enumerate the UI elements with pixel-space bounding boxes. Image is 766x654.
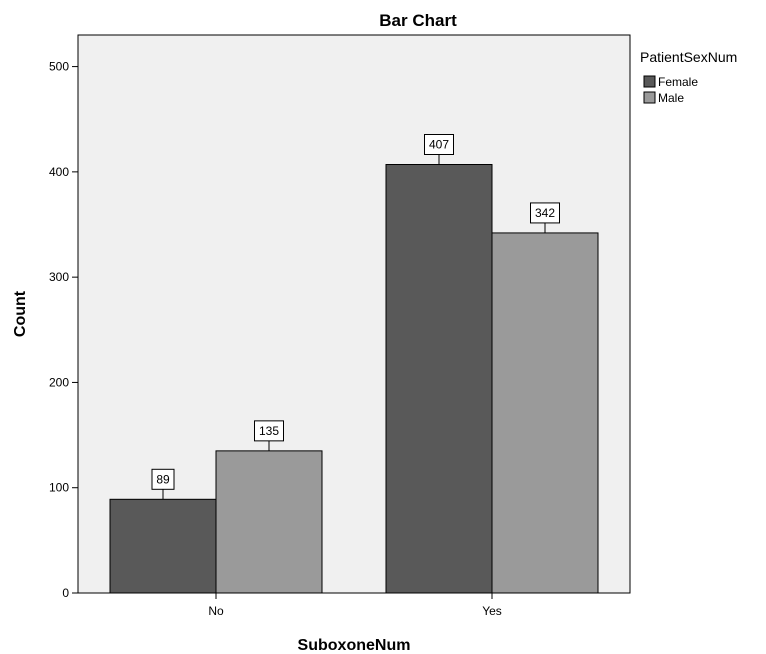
legend-title: PatientSexNum [640,49,737,65]
chart-title: Bar Chart [379,11,457,30]
x-tick-label: Yes [482,604,502,618]
legend-label-female: Female [658,75,698,89]
data-label: 135 [259,424,279,438]
bar-female-yes [385,163,493,594]
y-axis-title: Count [12,290,29,337]
y-tick-label: 400 [49,165,69,179]
y-tick-label: 200 [49,375,69,389]
x-axis: No Yes [208,593,502,618]
y-axis: 0 100 200 300 400 500 [49,60,78,600]
legend-swatch-male [643,91,656,104]
data-label-box [424,133,454,155]
data-labels: 89 135 407 342 [151,133,560,500]
y-tick-label: 500 [49,60,69,74]
x-axis-title: SuboxoneNum [298,637,411,654]
data-label-box [151,468,175,490]
bar-male-yes [491,232,599,594]
bars [109,163,599,594]
x-tick-label: No [208,604,224,618]
y-tick-label: 300 [49,270,69,284]
data-label: 407 [429,137,449,151]
data-label: 89 [156,472,170,486]
bar-male-no [215,450,323,594]
y-tick-label: 0 [62,586,69,600]
legend-swatch-female [643,75,656,88]
y-tick-label: 100 [49,481,69,495]
legend-label-male: Male [658,91,684,105]
legend: PatientSexNum Female Male [640,49,737,105]
data-label-box [254,420,284,442]
data-label: 342 [535,206,555,220]
data-label-box [530,202,560,224]
bar-female-no [109,498,217,594]
